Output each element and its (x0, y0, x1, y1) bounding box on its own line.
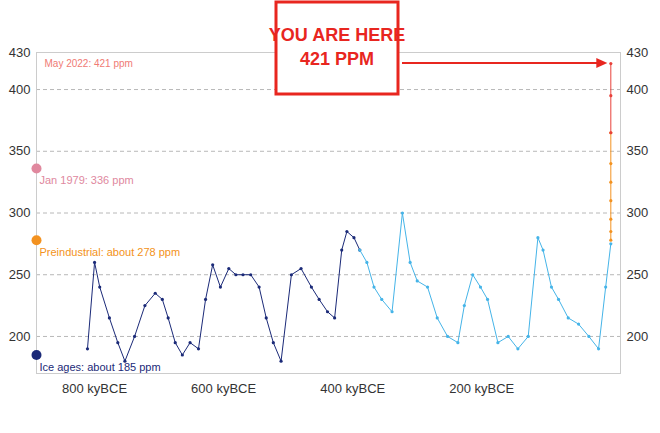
svg-text:Preindustrial: about 278 ppm: Preindustrial: about 278 ppm (40, 246, 181, 258)
svg-text:Jan 1979: 336 ppm: Jan 1979: 336 ppm (40, 174, 134, 186)
svg-text:200: 200 (9, 329, 31, 344)
svg-text:400: 400 (9, 82, 31, 97)
svg-text:May 2022: 421 ppm: May 2022: 421 ppm (45, 58, 133, 69)
svg-text:430: 430 (627, 45, 649, 60)
svg-text:200: 200 (627, 329, 649, 344)
svg-text:200 kyBCE: 200 kyBCE (449, 381, 514, 396)
svg-text:300: 300 (9, 205, 31, 220)
svg-text:350: 350 (627, 143, 649, 158)
svg-text:600 kyBCE: 600 kyBCE (191, 381, 256, 396)
svg-text:250: 250 (9, 267, 31, 282)
svg-text:400 kyBCE: 400 kyBCE (320, 381, 385, 396)
svg-text:Ice ages: about 185 ppm: Ice ages: about 185 ppm (40, 361, 161, 373)
svg-text:250: 250 (627, 267, 649, 282)
svg-text:430: 430 (9, 45, 31, 60)
svg-text:800 kyBCE: 800 kyBCE (62, 381, 127, 396)
svg-text:350: 350 (9, 143, 31, 158)
svg-text:300: 300 (627, 205, 649, 220)
svg-text:421 PPM: 421 PPM (300, 49, 374, 69)
svg-text:YOU ARE HERE: YOU ARE HERE (269, 25, 405, 45)
svg-text:400: 400 (627, 82, 649, 97)
